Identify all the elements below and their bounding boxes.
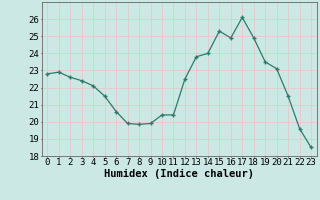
X-axis label: Humidex (Indice chaleur): Humidex (Indice chaleur) [104,168,254,179]
